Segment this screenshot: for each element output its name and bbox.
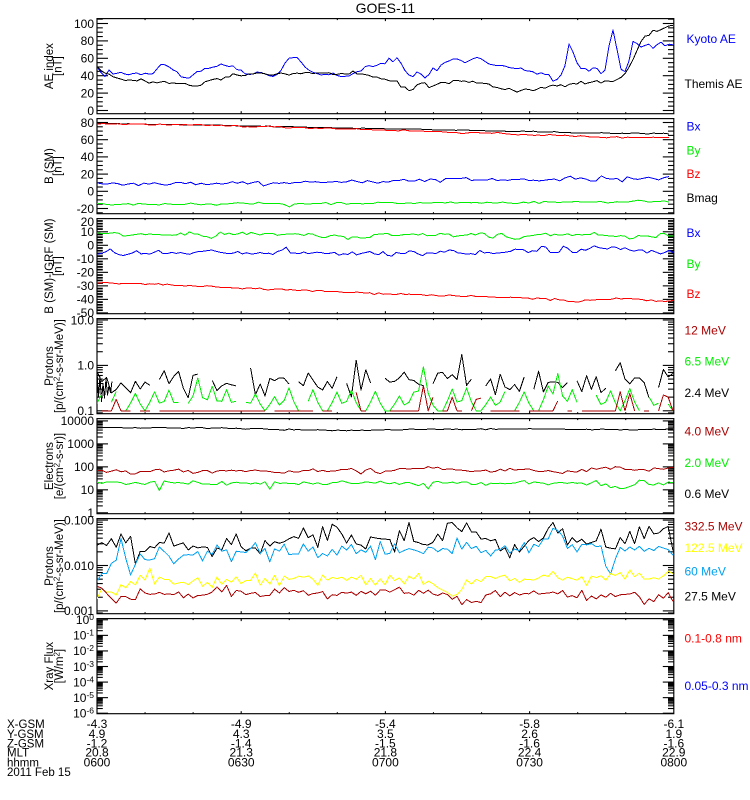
- svg-text:Bx: Bx: [687, 120, 701, 134]
- svg-text:21.8: 21.8: [374, 746, 398, 760]
- svg-text:10: 10: [81, 225, 95, 239]
- svg-text:4.3: 4.3: [233, 727, 250, 741]
- svg-text:-40: -40: [77, 293, 95, 307]
- svg-text:2.6: 2.6: [521, 727, 538, 741]
- svg-text:-1.6: -1.6: [519, 736, 540, 750]
- svg-text:10.0: 10.0: [71, 313, 95, 327]
- svg-text:[p/(cm2-s-sr-MeV)]: [p/(cm2-s-sr-MeV)]: [53, 519, 67, 613]
- svg-text:Electrons: Electrons: [44, 442, 56, 490]
- svg-text:By: By: [687, 144, 701, 158]
- svg-text:Bmag: Bmag: [687, 191, 718, 205]
- svg-text:-10: -10: [77, 252, 95, 266]
- svg-text:10000: 10000: [61, 414, 95, 428]
- svg-text:60 MeV: 60 MeV: [685, 564, 726, 578]
- svg-text:[e/(cm2-s-sr)]: [e/(cm2-s-sr)]: [53, 433, 67, 499]
- svg-text:-5.4: -5.4: [375, 717, 396, 731]
- svg-text:2.4 MeV: 2.4 MeV: [685, 386, 730, 400]
- svg-text:1.0: 1.0: [77, 359, 94, 373]
- svg-text:GOES-11: GOES-11: [356, 0, 416, 16]
- svg-text:X-GSM: X-GSM: [7, 719, 45, 731]
- svg-text:0.1: 0.1: [77, 404, 94, 418]
- svg-text:0.1-0.8 nm: 0.1-0.8 nm: [685, 632, 742, 646]
- svg-text:-6.1: -6.1: [663, 717, 684, 731]
- svg-text:3.5: 3.5: [377, 727, 394, 741]
- svg-text:80: 80: [81, 116, 95, 130]
- svg-text:0.010: 0.010: [64, 559, 94, 573]
- svg-text:60: 60: [81, 133, 95, 147]
- svg-text:Xray Flux: Xray Flux: [44, 642, 56, 691]
- svg-text:hhmm: hhmm: [7, 758, 39, 770]
- svg-text:332.5 MeV: 332.5 MeV: [685, 520, 743, 534]
- svg-text:10: 10: [81, 483, 95, 497]
- svg-text:22.9: 22.9: [662, 746, 686, 760]
- svg-text:By: By: [687, 257, 701, 271]
- svg-text:20.8: 20.8: [85, 746, 109, 760]
- svg-text:122.5 MeV: 122.5 MeV: [685, 541, 743, 555]
- svg-text:0: 0: [87, 239, 94, 253]
- svg-text:1.9: 1.9: [665, 727, 682, 741]
- svg-text:Z-GSM: Z-GSM: [7, 738, 44, 750]
- svg-text:B (SM): B (SM): [44, 148, 56, 184]
- svg-text:-1.5: -1.5: [375, 736, 396, 750]
- svg-text:Bz: Bz: [687, 287, 701, 301]
- svg-text:Protons: Protons: [44, 346, 56, 386]
- svg-text:Bz: Bz: [687, 167, 701, 181]
- svg-text:Kyoto AE: Kyoto AE: [687, 32, 736, 46]
- svg-text:0.05-0.3 nm: 0.05-0.3 nm: [685, 679, 749, 693]
- svg-text:0700: 0700: [372, 756, 399, 770]
- svg-text:0600: 0600: [84, 756, 111, 770]
- svg-text:0730: 0730: [516, 756, 543, 770]
- svg-text:21.3: 21.3: [230, 746, 254, 760]
- svg-text:Protons: Protons: [44, 546, 56, 586]
- svg-text:2.0 MeV: 2.0 MeV: [685, 456, 730, 470]
- svg-text:6.5 MeV: 6.5 MeV: [685, 355, 730, 369]
- svg-text:0630: 0630: [228, 756, 255, 770]
- svg-text:-5.8: -5.8: [519, 717, 540, 731]
- svg-text:4.0 MeV: 4.0 MeV: [685, 425, 730, 439]
- svg-text:0.001: 0.001: [64, 604, 94, 618]
- svg-text:0: 0: [87, 185, 94, 199]
- svg-text:40: 40: [81, 150, 95, 164]
- svg-text:[p/(cm2-s-sr-MeV)]: [p/(cm2-s-sr-MeV)]: [53, 319, 67, 413]
- svg-text:Bx: Bx: [687, 226, 701, 240]
- svg-text:AE index: AE index: [44, 43, 56, 89]
- svg-text:-1.2: -1.2: [87, 736, 108, 750]
- svg-text:Y-GSM: Y-GSM: [7, 729, 44, 741]
- svg-text:-4.3: -4.3: [87, 717, 108, 731]
- svg-text:100: 100: [74, 460, 94, 474]
- svg-text:4.9: 4.9: [89, 727, 106, 741]
- svg-text:-20: -20: [77, 266, 95, 280]
- svg-text:80: 80: [81, 34, 95, 48]
- svg-text:40: 40: [81, 69, 95, 83]
- svg-text:[nT]: [nT]: [53, 256, 65, 276]
- svg-text:-1.4: -1.4: [231, 736, 252, 750]
- svg-text:Themis AE: Themis AE: [685, 77, 743, 91]
- svg-text:20: 20: [81, 86, 95, 100]
- svg-text:1: 1: [87, 506, 94, 520]
- svg-text:27.5 MeV: 27.5 MeV: [685, 589, 736, 603]
- svg-text:60: 60: [81, 52, 95, 66]
- svg-text:0.6 MeV: 0.6 MeV: [685, 487, 730, 501]
- svg-text:100: 100: [74, 17, 94, 31]
- svg-text:12 MeV: 12 MeV: [685, 323, 726, 337]
- svg-text:2011 Feb 15: 2011 Feb 15: [7, 767, 71, 779]
- svg-text:MLT: MLT: [7, 748, 29, 760]
- svg-text:-50: -50: [77, 306, 95, 320]
- svg-text:[W/m2]: [W/m2]: [53, 649, 67, 683]
- svg-text:0.100: 0.100: [64, 513, 94, 527]
- svg-text:-1.6: -1.6: [663, 736, 684, 750]
- svg-text:-30: -30: [77, 279, 95, 293]
- svg-text:20: 20: [81, 167, 95, 181]
- svg-text:B (SM)-IGRF (SM): B (SM)-IGRF (SM): [44, 218, 56, 313]
- svg-text:0800: 0800: [660, 756, 687, 770]
- svg-text:22.4: 22.4: [518, 746, 542, 760]
- svg-text:[nT]: [nT]: [53, 56, 65, 76]
- svg-text:-4.9: -4.9: [231, 717, 252, 731]
- svg-text:1000: 1000: [67, 437, 94, 451]
- svg-text:-20: -20: [77, 202, 95, 216]
- svg-text:0: 0: [87, 104, 94, 118]
- svg-text:[nT]: [nT]: [53, 156, 65, 176]
- svg-text:20: 20: [81, 215, 95, 229]
